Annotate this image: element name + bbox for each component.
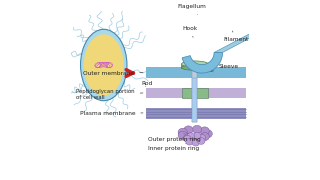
FancyBboxPatch shape <box>146 67 246 78</box>
Text: Flagellum: Flagellum <box>178 4 207 15</box>
FancyBboxPatch shape <box>181 64 208 68</box>
FancyBboxPatch shape <box>192 62 197 122</box>
Text: Outer protein ring: Outer protein ring <box>148 134 201 142</box>
FancyBboxPatch shape <box>146 107 246 119</box>
Ellipse shape <box>81 29 127 101</box>
Ellipse shape <box>186 138 193 145</box>
Ellipse shape <box>194 132 201 139</box>
Ellipse shape <box>197 138 205 144</box>
Ellipse shape <box>192 134 202 142</box>
Ellipse shape <box>178 131 188 139</box>
Text: Hook: Hook <box>183 26 198 37</box>
Ellipse shape <box>178 128 188 136</box>
Ellipse shape <box>184 135 191 142</box>
Text: Rod: Rod <box>142 81 153 86</box>
Ellipse shape <box>181 65 208 70</box>
Ellipse shape <box>192 139 199 146</box>
Text: Inner protein ring: Inner protein ring <box>148 144 199 151</box>
Text: Plasma membrane: Plasma membrane <box>80 111 143 116</box>
Text: Peptidoglycan portion
of cell wall: Peptidoglycan portion of cell wall <box>76 89 143 100</box>
FancyBboxPatch shape <box>182 88 208 98</box>
Polygon shape <box>182 53 222 73</box>
Ellipse shape <box>84 34 124 96</box>
Text: Outer membrane: Outer membrane <box>83 71 143 76</box>
Ellipse shape <box>203 130 212 138</box>
Ellipse shape <box>192 125 202 133</box>
Ellipse shape <box>187 133 195 140</box>
Ellipse shape <box>181 61 208 67</box>
Ellipse shape <box>184 126 193 134</box>
Ellipse shape <box>198 134 206 141</box>
FancyBboxPatch shape <box>146 88 246 98</box>
Text: Filament: Filament <box>223 31 249 42</box>
Ellipse shape <box>200 127 209 135</box>
Ellipse shape <box>200 133 209 141</box>
Text: Sleeve: Sleeve <box>211 64 239 71</box>
FancyBboxPatch shape <box>192 78 197 122</box>
Ellipse shape <box>184 134 193 142</box>
Polygon shape <box>214 20 284 53</box>
